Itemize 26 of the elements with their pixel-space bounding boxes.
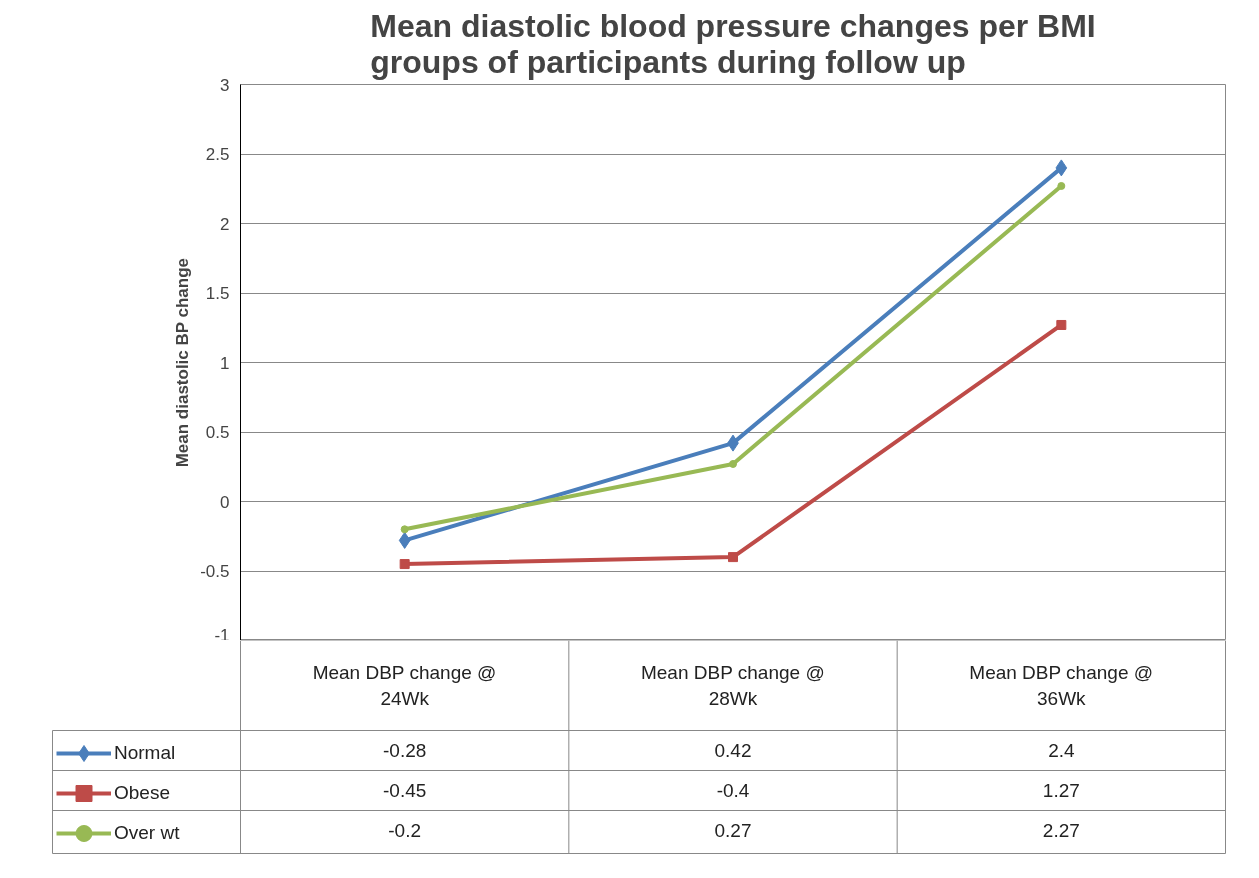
x-tick-label: Mean DBP change @ 28Wk [640,662,825,709]
y-tick-label: -1 [214,625,230,645]
chart-title: Mean diastolic blood pressure changes per BMI groups of participants during follow up [370,7,1096,80]
y-tick-label: 1 [220,353,230,373]
data-label: 2.4 [1048,740,1075,761]
data-label: 1.27 [1042,780,1080,801]
y-tick-label: 1.5 [205,284,230,303]
legend-label: Obese [114,781,170,805]
x-tick-label: Mean DBP change @ 36Wk [969,662,1154,709]
data-label: 0.27 [714,820,752,841]
y-tick-label: 0 [220,492,230,512]
legend-label: Over wt [114,821,180,845]
y-tick-label: 2 [220,214,230,234]
y-axis-title: Mean diastolic BP change [173,257,193,468]
data-label: -0.4 [716,780,750,801]
y-tick-label: 3 [220,75,230,95]
x-tick-label: Mean DBP change @ 24Wk [312,662,497,709]
y-tick-label: -0.5 [200,562,230,581]
data-label: -0.2 [388,820,422,841]
data-label: -0.45 [383,780,427,801]
data-label: -0.28 [383,740,427,761]
legend-label: Normal [114,741,176,765]
y-tick-label: 2.5 [205,145,230,164]
data-label: 0.42 [714,740,752,761]
data-label: 2.27 [1042,820,1080,841]
y-tick-label: 0.5 [205,423,230,442]
